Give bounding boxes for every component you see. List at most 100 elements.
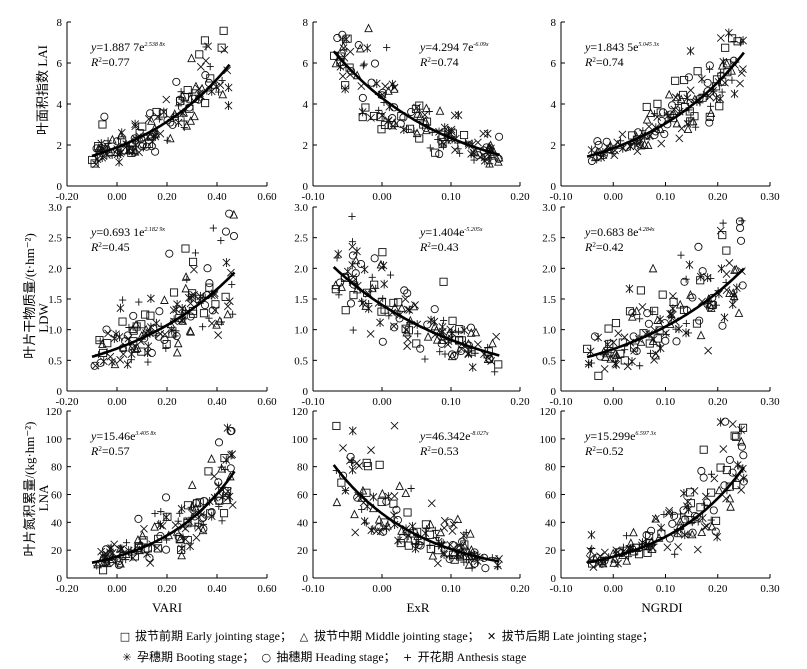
data-point-star xyxy=(348,426,357,436)
x-tick-label: 0.00 xyxy=(604,583,624,595)
x-tick-label: -0.10 xyxy=(550,191,573,203)
data-point-square xyxy=(183,501,193,510)
y-tick-label: 40 xyxy=(297,517,309,529)
data-point-triangle xyxy=(191,81,201,91)
data-point-x xyxy=(376,527,385,536)
data-point-square xyxy=(189,257,198,266)
data-point-circle xyxy=(101,545,111,554)
data-point-star xyxy=(353,246,361,256)
data-point-plus xyxy=(139,144,148,152)
data-point-square xyxy=(718,231,727,240)
data-point-triangle xyxy=(182,120,192,130)
data-point-plus xyxy=(636,315,644,323)
data-point-circle xyxy=(115,556,124,565)
data-point-triangle xyxy=(165,133,175,143)
y-tick-label: 1.0 xyxy=(294,325,308,337)
data-point-square xyxy=(98,120,107,129)
data-point-square xyxy=(439,277,448,286)
data-point-circle xyxy=(351,269,360,278)
fit-curve xyxy=(586,466,745,564)
x-tick-label: 0.30 xyxy=(760,396,780,408)
data-point-plus xyxy=(454,145,462,153)
y-tick-label: 2.0 xyxy=(542,263,556,275)
data-point-circle xyxy=(450,352,459,361)
data-point-x xyxy=(440,524,449,532)
data-point-circle xyxy=(102,325,111,334)
y-tick-label: 80 xyxy=(51,462,63,474)
y-tick-label: 0 xyxy=(303,573,309,585)
y-tick-label: 1.5 xyxy=(542,294,556,306)
data-point-star xyxy=(713,532,722,542)
data-point-circle xyxy=(695,94,704,103)
y-tick-label: 0 xyxy=(303,386,309,398)
data-point-x xyxy=(389,322,398,331)
data-point-x xyxy=(664,509,673,517)
data-point-square xyxy=(370,280,379,289)
data-point-square xyxy=(412,339,421,348)
data-point-triangle xyxy=(331,280,340,290)
data-point-triangle xyxy=(651,350,661,360)
data-point-plus xyxy=(487,153,495,162)
y-tick-label: 40 xyxy=(51,517,63,529)
data-point-triangle xyxy=(426,519,435,529)
y-tick-label: 0.5 xyxy=(48,355,62,367)
data-point-square xyxy=(192,499,202,508)
x-tick-label: -0.10 xyxy=(550,396,573,408)
data-point-plus xyxy=(206,62,214,71)
data-point-star xyxy=(421,528,430,538)
data-point-x xyxy=(670,105,679,114)
data-point-square xyxy=(204,467,213,476)
data-point-plus xyxy=(119,296,127,304)
data-point-star xyxy=(376,318,384,327)
data-point-triangle xyxy=(488,338,497,348)
data-point-triangle xyxy=(147,116,156,125)
data-point-star xyxy=(587,530,596,540)
data-point-plus xyxy=(162,344,170,353)
data-point-plus xyxy=(171,332,179,340)
data-point-square xyxy=(431,148,440,157)
data-point-circle xyxy=(336,278,345,287)
data-point-star xyxy=(686,46,695,56)
data-point-triangle xyxy=(187,480,197,489)
x-tick-label: 0.10 xyxy=(656,396,676,408)
data-point-x xyxy=(129,554,137,562)
data-point-star xyxy=(341,84,350,94)
r-squared: R2=0.74 xyxy=(584,55,624,69)
data-point-x xyxy=(223,302,232,311)
data-point-x xyxy=(492,332,501,341)
data-point-star xyxy=(733,460,742,470)
data-point-circle xyxy=(481,564,490,573)
data-point-circle xyxy=(145,553,154,562)
data-point-star xyxy=(730,89,739,99)
y-title-lna: LNA xyxy=(36,484,51,511)
data-point-circle xyxy=(396,119,405,128)
data-point-x xyxy=(451,146,459,154)
data-point-star xyxy=(123,359,132,369)
data-point-square xyxy=(604,324,613,333)
data-point-circle xyxy=(174,532,183,541)
data-point-square xyxy=(343,34,352,43)
data-point-triangle xyxy=(714,485,724,495)
y-tick-label: 0 xyxy=(551,573,557,585)
data-point-square xyxy=(668,114,677,123)
y-tick-label: 8 xyxy=(551,17,557,29)
data-point-x xyxy=(346,456,354,465)
data-point-plus xyxy=(357,297,366,305)
data-point-plus xyxy=(215,502,223,511)
data-point-plus xyxy=(144,358,152,366)
data-point-plus xyxy=(341,486,350,495)
legend: □ 拔节前期 Early jointing stage； △ 拔节中期 Midd… xyxy=(118,626,718,668)
data-point-circle xyxy=(379,527,388,536)
data-point-circle xyxy=(375,523,384,532)
data-point-circle xyxy=(721,417,730,426)
data-point-triangle xyxy=(422,125,431,135)
data-point-x xyxy=(192,533,201,542)
data-point-triangle xyxy=(187,53,196,63)
data-point-star xyxy=(112,329,120,339)
data-point-star xyxy=(614,559,622,568)
data-point-circle xyxy=(407,107,416,116)
data-point-plus xyxy=(671,550,679,558)
data-point-square xyxy=(732,432,741,442)
data-point-x xyxy=(674,542,683,551)
